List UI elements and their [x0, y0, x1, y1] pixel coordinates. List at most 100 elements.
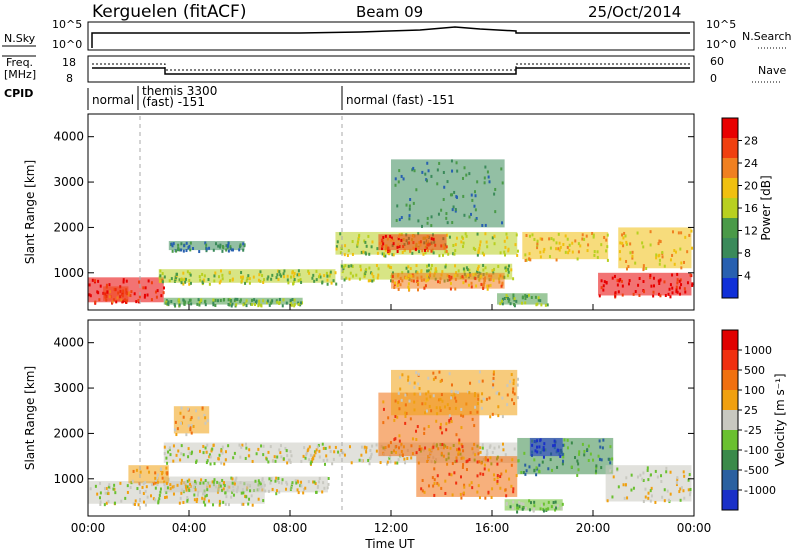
velocity-cell: [455, 399, 458, 403]
velocity-cell: [433, 482, 436, 486]
velocity-cell: [676, 476, 679, 480]
power-cell: [124, 298, 127, 302]
power-cell: [384, 234, 387, 238]
power-cell: [297, 278, 300, 282]
velocity-colorbar-swatch: [722, 450, 738, 470]
velocity-cell: [375, 449, 378, 453]
power-cell: [438, 254, 441, 258]
power-cell: [275, 276, 278, 280]
velocity-colorbar-swatch: [722, 390, 738, 410]
velocity-cell: [255, 452, 258, 456]
power-cell: [426, 239, 429, 243]
velocity-cell: [163, 480, 166, 484]
power-cell: [411, 251, 414, 255]
power-cell: [216, 299, 219, 303]
power-cell: [291, 298, 294, 302]
velocity-cell: [599, 445, 602, 449]
power-cell: [603, 280, 606, 284]
velocity-cell: [570, 441, 573, 445]
velocity-cell: [132, 469, 135, 473]
power-cell: [244, 302, 247, 306]
velocity-cell: [409, 417, 412, 421]
power-cell: [474, 190, 477, 194]
velocity-cell: [427, 376, 430, 380]
velocity-cell: [262, 499, 265, 503]
power-cell: [484, 276, 487, 280]
velocity-cell: [133, 502, 136, 506]
power-cell: [289, 303, 292, 307]
velocity-cell: [511, 398, 514, 402]
power-cell: [214, 303, 217, 307]
velocity-cell: [496, 481, 499, 485]
power-cell: [293, 271, 296, 275]
power-cell: [592, 235, 595, 239]
power-cell: [202, 278, 205, 282]
velocity-cell: [493, 473, 496, 477]
velocity-cell: [660, 474, 663, 478]
power-cell: [296, 273, 299, 277]
power-cell: [402, 245, 405, 249]
velocity-cell: [340, 449, 343, 453]
power-cell: [676, 272, 679, 276]
power-cell: [659, 240, 662, 244]
power-cell: [462, 281, 465, 285]
power-cell: [126, 292, 129, 296]
power-cell: [205, 247, 208, 251]
velocity-cell: [466, 459, 469, 463]
velocity-cell: [508, 477, 511, 481]
velocity-cell: [279, 444, 282, 448]
velocity-cell: [492, 376, 495, 380]
power-cell: [129, 294, 132, 298]
power-cell: [479, 240, 482, 244]
velocity-cell: [154, 476, 157, 480]
velocity-cell: [260, 444, 263, 448]
velocity-cell: [469, 381, 472, 385]
power-cell: [104, 295, 107, 299]
velocity-cell: [161, 470, 164, 474]
velocity-cell: [492, 372, 495, 376]
velocity-cell: [455, 459, 458, 463]
velocity-cell: [176, 427, 179, 431]
power-cell: [365, 252, 368, 256]
power-cell: [619, 241, 622, 245]
velocity-cell: [470, 481, 473, 485]
velocity-cell: [434, 376, 437, 380]
velocity-cell: [486, 449, 489, 453]
velocity-cell: [275, 489, 278, 493]
power-cell: [620, 279, 623, 283]
power-cell: [474, 208, 477, 212]
power-cell: [315, 269, 318, 273]
power-cell: [474, 194, 477, 198]
velocity-cell: [103, 503, 106, 507]
power-cell: [212, 298, 215, 302]
velocity-cell: [665, 470, 668, 474]
velocity-cell: [386, 460, 389, 464]
power-cell: [586, 249, 589, 253]
velocity-cell: [144, 481, 147, 485]
power-cell: [180, 248, 183, 252]
velocity-cell: [221, 445, 224, 449]
power-cell: [671, 230, 674, 234]
velocity-cell: [421, 489, 424, 493]
velocity-cell: [157, 501, 160, 505]
velocity-cell: [649, 499, 652, 503]
velocity-cell: [310, 460, 313, 464]
power-cell: [683, 260, 686, 264]
power-cell: [472, 246, 475, 250]
velocity-cell: [451, 493, 454, 497]
power-cell: [605, 249, 608, 253]
velocity-cell: [216, 480, 219, 484]
velocity-heatmap: [88, 369, 692, 514]
power-cell: [521, 295, 524, 299]
velocity-cell: [268, 477, 271, 481]
velocity-cell: [148, 470, 151, 474]
freq-trace: [92, 67, 690, 75]
power-cell: [631, 254, 634, 258]
velocity-cell: [311, 456, 314, 460]
power-cell: [470, 193, 473, 197]
velocity-cell: [436, 412, 439, 416]
power-cell: [219, 243, 222, 247]
power-cell: [400, 238, 403, 242]
power-cell: [507, 247, 510, 251]
velocity-cell: [554, 500, 557, 504]
